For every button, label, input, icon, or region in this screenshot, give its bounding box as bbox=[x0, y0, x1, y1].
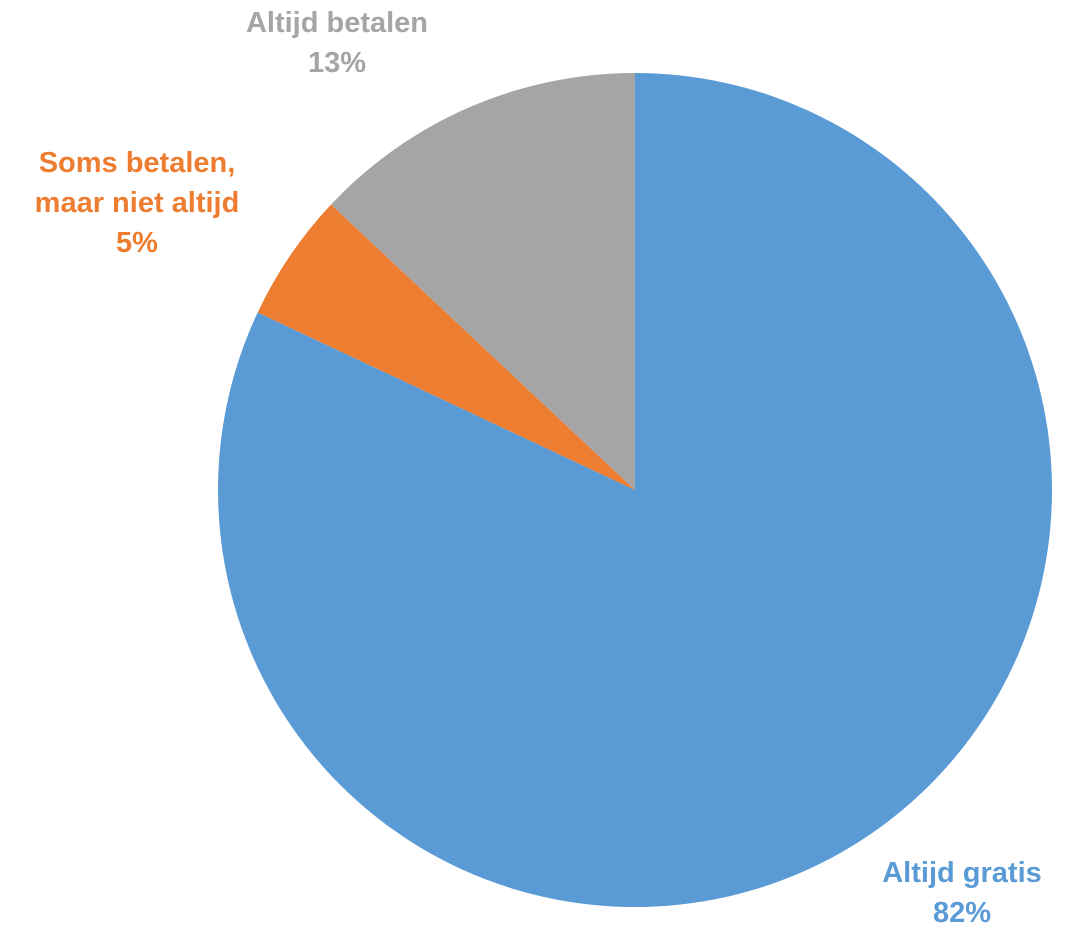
data-label-percent: 13% bbox=[308, 47, 366, 79]
pie-slice-soms-betalen-maar-niet-altijd bbox=[257, 204, 635, 491]
data-label-name: maar niet altijd bbox=[35, 187, 240, 219]
data-label-name: Altijd betalen bbox=[246, 7, 428, 39]
data-label-percent: 5% bbox=[116, 227, 158, 259]
pie-slices bbox=[218, 73, 1053, 907]
data-label-altijd-gratis: Altijd gratis 82% bbox=[882, 857, 1042, 929]
data-label-name: Soms betalen, bbox=[39, 147, 236, 179]
data-label-name: Altijd gratis bbox=[882, 857, 1042, 889]
data-label-percent: 82% bbox=[933, 897, 991, 929]
pie-labels: Altijd gratis 82% Soms betalen, maar niet a… bbox=[35, 7, 1042, 929]
data-label-soms-betalen-maar-niet-altijd: Soms betalen, maar niet altijd 5% bbox=[35, 147, 240, 259]
pie-slice-altijd-gratis bbox=[218, 73, 1053, 907]
pie-slice-altijd-betalen bbox=[331, 73, 635, 490]
data-label-altijd-betalen: Altijd betalen 13% bbox=[246, 7, 428, 79]
